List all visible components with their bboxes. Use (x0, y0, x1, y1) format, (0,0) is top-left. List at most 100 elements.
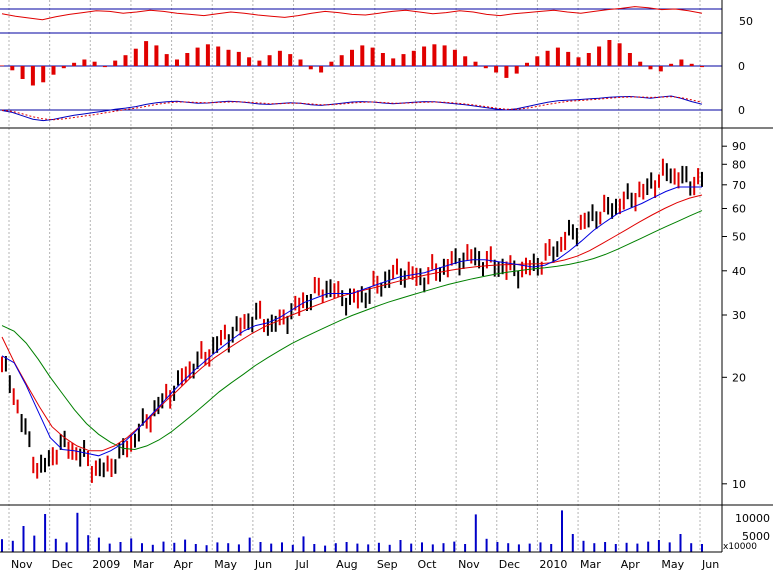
histogram-bar (164, 54, 169, 66)
volume-bar (54, 538, 57, 552)
volume-bar (679, 534, 682, 552)
x-tick-label: May (214, 558, 237, 571)
volume-bar (237, 544, 240, 552)
volume-bar (324, 545, 327, 552)
volume-bar (162, 541, 165, 552)
histogram-bar (483, 66, 488, 69)
histogram-bar (638, 61, 643, 66)
y-tick-label: 10 (732, 478, 746, 491)
x-axis: Nov Dec 2009 Mar Apr May Jun Jul Aug Sep Oct Nov Dec… (11, 558, 719, 571)
histogram-bar (432, 44, 437, 66)
x-tick-label: Sep (377, 558, 398, 571)
volume-bar (657, 540, 660, 552)
histogram-bar (20, 66, 25, 79)
histogram-bar (102, 66, 107, 68)
volume-bar (184, 539, 187, 552)
histogram-bar (617, 43, 622, 67)
volume-panel: 10000 5000 x10000 (0, 510, 770, 553)
macd-tick-label: 0 (738, 104, 745, 117)
volume-bar (281, 542, 283, 552)
histogram-bar (350, 49, 354, 67)
volume-bar (582, 540, 585, 552)
volume-bar (313, 544, 316, 552)
histogram-bar (463, 56, 468, 67)
histogram-bar (133, 48, 138, 66)
volume-bar (517, 544, 520, 552)
x-tick-label: Jun (701, 558, 719, 571)
histogram-bar (236, 51, 241, 66)
volume-bar (44, 514, 47, 552)
histogram-bar (277, 50, 282, 66)
histogram-bar (494, 66, 499, 73)
histogram-bar (0, 65, 4, 67)
histogram-bar (288, 54, 293, 66)
histogram-bar (442, 45, 447, 66)
y-tick-label: 50 (732, 231, 746, 244)
volume-bar (173, 542, 176, 552)
volume-bar (216, 542, 219, 552)
y-tick-label: 60 (732, 202, 746, 215)
volume-bar (507, 543, 510, 552)
volume-bar (87, 535, 90, 552)
histogram-bar (380, 53, 385, 66)
volume-bar (701, 544, 703, 552)
volume-bar (399, 540, 402, 552)
volume-bar (464, 544, 467, 552)
histogram-bar (113, 60, 118, 66)
histogram-bar (597, 46, 602, 66)
histogram-bar (411, 50, 416, 66)
macd-histogram-panel: 0 (0, 40, 745, 86)
volume-tick-label: 5000 (742, 530, 770, 543)
x-tick-label: Jul (295, 558, 309, 571)
volume-bar (604, 542, 607, 552)
histogram-bar (679, 59, 684, 66)
macd-signal-line (1, 96, 703, 121)
histogram-bar (247, 57, 252, 66)
histogram-bar (648, 66, 653, 70)
volume-bar (550, 544, 553, 552)
histogram-bar (339, 55, 344, 66)
histogram-bar (525, 62, 529, 67)
histogram-bar (72, 62, 77, 67)
volume-bar (11, 540, 14, 552)
volume-bar (636, 543, 639, 552)
volume-bar (647, 541, 650, 552)
x-tick-label: Jun (254, 558, 272, 571)
y-tick-label: 90 (732, 140, 746, 153)
histogram-bar (586, 53, 591, 66)
volume-bar (453, 541, 456, 552)
macd-histogram-tick-label: 0 (738, 60, 745, 73)
histogram-bar (308, 66, 313, 70)
price-panel: 10 20 30 40 50 60 70 80 90 (0, 127, 773, 506)
x-tick-label: 2009 (92, 558, 120, 571)
histogram-bar (370, 47, 375, 66)
histogram-bar (658, 66, 663, 72)
volume-bar (33, 535, 36, 552)
volume-bar (496, 542, 499, 552)
volume-bar (388, 544, 391, 552)
histogram-bar (82, 59, 87, 66)
volume-bar (625, 542, 628, 552)
macd-panel: 0 (0, 95, 745, 122)
histogram-bar (61, 66, 66, 69)
volume-bar (561, 510, 563, 552)
volume-bar (410, 543, 413, 552)
volume-bar (539, 542, 542, 552)
histogram-bar (555, 47, 560, 66)
macd-histogram-bars (0, 40, 704, 86)
volume-bar (151, 544, 154, 552)
volume-bar (593, 543, 596, 552)
histogram-bar (422, 46, 427, 66)
y-tick-label: 80 (732, 158, 746, 171)
histogram-bar (627, 53, 632, 66)
histogram-bar (689, 63, 694, 66)
y-tick-label: 20 (732, 371, 746, 384)
volume-bar (474, 514, 477, 552)
histogram-bar (205, 44, 210, 66)
volume-bar (421, 542, 423, 552)
volume-bar (270, 543, 273, 552)
histogram-bar (216, 46, 221, 66)
vertical-gridlines (8, 0, 701, 552)
histogram-bar (257, 60, 262, 66)
x-tick-label: Mar (580, 558, 601, 571)
